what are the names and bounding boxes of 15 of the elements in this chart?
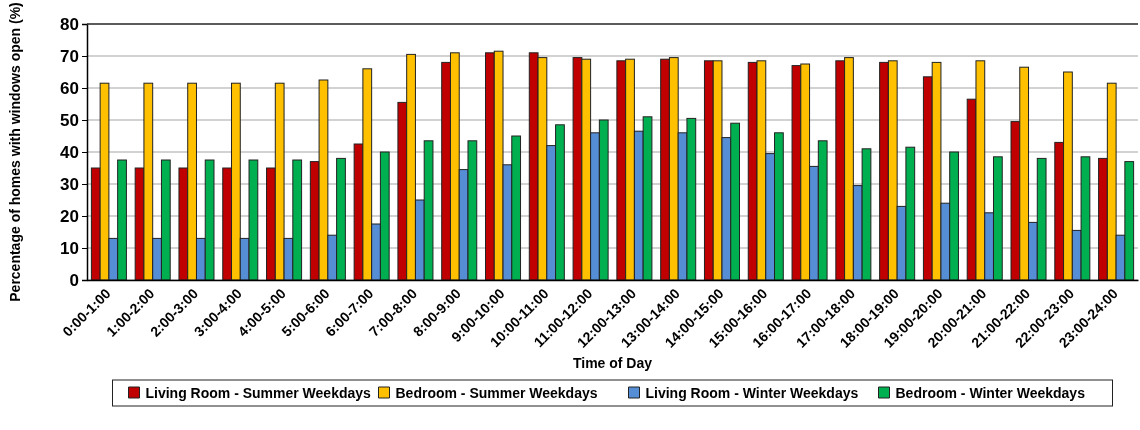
legend-label: Living Room - Summer Weekdays <box>145 384 372 401</box>
y-tick-label: 50 <box>60 110 79 130</box>
y-axis-title: Percentage of homes with windows open (%) <box>7 2 23 302</box>
legend-label: Bedroom - Summer Weekdays <box>395 384 598 401</box>
legend-label: Bedroom - Winter Weekdays <box>895 384 1086 401</box>
y-tick-label: 70 <box>60 46 79 66</box>
y-tick-label: 80 <box>60 14 79 34</box>
y-tick-label: 10 <box>60 238 79 258</box>
y-tick-label: 40 <box>60 142 79 162</box>
y-tick-label: 30 <box>60 174 79 194</box>
y-tick-label: 20 <box>60 206 79 226</box>
x-axis-title: Time of Day <box>572 355 653 371</box>
legend-label: Living Room - Winter Weekdays <box>645 384 859 401</box>
y-tick-label: 60 <box>60 78 79 98</box>
y-tick-label: 0 <box>69 270 79 290</box>
